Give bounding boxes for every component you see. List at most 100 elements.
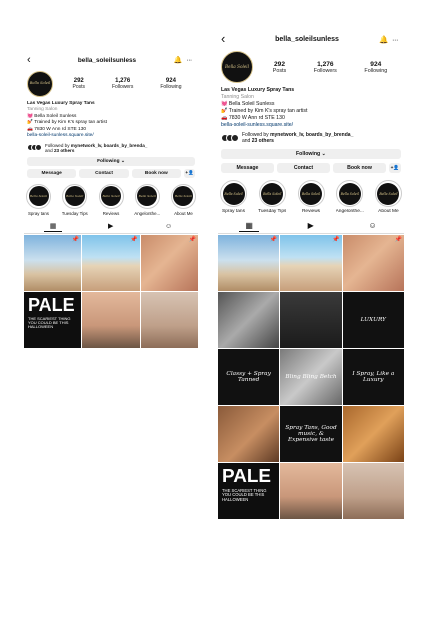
post-overlay-text: PALE THE SCARIEST THING YOU COULD BE THIS…	[218, 463, 279, 506]
stats-group: 292 Posts 1,276 Followers 924 Following	[253, 61, 401, 74]
post-thumbnail[interactable]	[280, 463, 342, 520]
followed-by[interactable]: Followed by mynetwork_lv, boards_by_bren…	[24, 140, 198, 153]
book-now-button[interactable]: Book now	[333, 163, 386, 174]
stat-followers[interactable]: 1,276 Followers	[313, 60, 337, 74]
bio-line: 💓 Bella Soleil Sunless	[27, 113, 77, 119]
bio-line: 💅 Trained by Kim K's spray tan artist	[221, 108, 308, 115]
post-thumbnail[interactable]: 📌	[140, 234, 198, 291]
profile-stats-row: Bella Soleil 292 Posts 1,276 Followers 9…	[24, 68, 198, 98]
highlight-cover: Bella Soleil	[62, 183, 88, 209]
highlight-tuesday-tips[interactable]: Bella Soleil Tuesday Tips	[258, 180, 286, 214]
highlight-about-me[interactable]: Bella Soleil About Me	[374, 180, 402, 214]
post-overlay-text: I Spray, Like a Luxury	[352, 371, 395, 384]
post-overlay-text: LUXURY	[360, 317, 386, 324]
stats-group: 292 Posts 1,276 Followers 924 Following	[53, 78, 195, 90]
story-highlights: Bella Soleil Spray tans Bella Soleil Tue…	[218, 173, 404, 214]
highlight-cover: Bella Soleil	[258, 180, 286, 208]
highlight-cover: Bella Soleil	[134, 183, 160, 209]
stat-following[interactable]: 924 Following	[364, 60, 388, 74]
message-button[interactable]: Message	[221, 163, 274, 174]
highlight-spray-tans[interactable]: Bella Soleil Spray tans	[26, 183, 51, 216]
post-thumbnail[interactable]: 📌	[280, 235, 342, 292]
post-thumbnail[interactable]: I Spray, Like a Luxury	[342, 349, 404, 406]
profile-category: Tanning Salon	[27, 107, 58, 113]
post-thumbnail[interactable]: Spray Tans, Good music, & Expensive tast…	[280, 406, 342, 463]
bell-icon[interactable]: 🔔	[379, 34, 389, 44]
post-grid: 📌 📌 📌 LUXURY Classy + Spray Tanned Bling Blin…	[218, 235, 404, 520]
pin-icon: 📌	[394, 237, 402, 244]
following-row: Following ⌄	[218, 144, 404, 160]
reels-icon[interactable]: ▶	[108, 223, 114, 231]
profile-screen-small: ‹ bella_soleilsunless 🔔 ··· Bella Soleil…	[24, 52, 198, 424]
contact-button[interactable]: Contact	[277, 163, 330, 174]
post-thumbnail[interactable]	[82, 291, 140, 348]
post-thumbnail[interactable]: PALE THE SCARIEST THING YOU COULD BE THIS…	[24, 291, 82, 348]
tagged-icon[interactable]: ☺	[368, 221, 377, 231]
post-thumbnail[interactable]: 📌	[24, 234, 82, 291]
avatar[interactable]: Bella Soleil	[221, 51, 253, 83]
grid-icon[interactable]: ▦	[239, 221, 259, 233]
following-button[interactable]: Following ⌄	[27, 156, 195, 166]
followed-by-text: Followed by mynetwork_lv, boards_by_bren…	[45, 142, 148, 153]
post-thumbnail[interactable]: LUXURY	[342, 292, 404, 349]
stat-posts[interactable]: 292 Posts	[272, 60, 287, 74]
avatar[interactable]: Bella Soleil	[27, 71, 53, 97]
post-thumbnail[interactable]: 📌	[342, 235, 404, 292]
add-person-button[interactable]: +👤	[389, 163, 401, 174]
post-thumbnail[interactable]	[280, 292, 342, 349]
grid-icon[interactable]: ▦	[44, 223, 62, 233]
post-overlay-text: Bling Bling Betch	[285, 374, 337, 381]
stat-following[interactable]: 924 Following	[160, 78, 182, 90]
highlight-angelonthe[interactable]: Bella Soleil Angelonthe...	[134, 183, 160, 216]
post-overlay-text: Classy + Spray Tanned	[226, 371, 271, 384]
pin-icon: 📌	[71, 236, 80, 243]
back-chevron-icon[interactable]: ‹	[221, 31, 226, 46]
highlight-angelonthe[interactable]: Bella Soleil Angelonthe...	[336, 180, 364, 214]
post-thumbnail[interactable]	[218, 292, 280, 349]
post-thumbnail[interactable]: PALE THE SCARIEST THING YOU COULD BE THIS…	[218, 463, 280, 520]
highlight-cover: Bella Soleil	[26, 183, 51, 209]
post-thumbnail[interactable]: Bling Bling Betch	[280, 349, 342, 406]
profile-header: ‹ bella_soleilsunless 🔔 ···	[24, 52, 198, 68]
profile-display-name: Las Vegas Luxury Spray Tans	[27, 101, 95, 106]
post-thumbnail[interactable]	[140, 291, 198, 348]
post-thumbnail[interactable]	[342, 406, 404, 463]
post-thumbnail[interactable]: 📌	[218, 235, 280, 292]
highlight-reviews[interactable]: Bella Soleil Reviews	[297, 180, 325, 214]
followed-by[interactable]: Followed by mynetwork_lv, boards_by_bren…	[218, 129, 404, 144]
stat-followers[interactable]: 1,276 Followers	[111, 78, 134, 90]
bio-line: 🚗 7830 W Ann rd STE 130	[221, 115, 285, 122]
following-button[interactable]: Following ⌄	[221, 149, 401, 160]
bell-icon[interactable]: 🔔	[173, 57, 183, 64]
highlight-tuesday-tips[interactable]: Bella Soleil Tuesday Tips	[62, 183, 88, 216]
book-now-button[interactable]: Book now	[131, 168, 181, 178]
post-thumbnail[interactable]	[342, 463, 404, 520]
mutual-avatars	[221, 134, 239, 143]
profile-bio: Las Vegas Luxury Spray Tans Tanning Salo…	[24, 98, 198, 140]
highlight-about-me[interactable]: Bella Soleil About Me	[170, 183, 196, 216]
add-person-button[interactable]: +👤	[183, 168, 195, 178]
message-button[interactable]: Message	[27, 168, 77, 178]
highlight-reviews[interactable]: Bella Soleil Reviews	[98, 183, 124, 216]
action-buttons: Message Contact Book now +👤	[218, 159, 404, 174]
reels-icon[interactable]: ▶	[307, 221, 314, 231]
profile-link[interactable]: bella-soleil-sunless.square.site/	[221, 122, 294, 129]
post-overlay-text: Spray Tans, Good music, & Expensive tast…	[285, 425, 337, 444]
back-chevron-icon[interactable]: ‹	[27, 54, 31, 66]
pin-icon: 📌	[130, 236, 138, 243]
contact-button[interactable]: Contact	[79, 168, 129, 178]
profile-tabs: ▦ ▶ ☺	[24, 220, 198, 234]
highlight-cover: Bella Soleil	[297, 180, 325, 208]
highlight-spray-tans[interactable]: Bella Soleil Spray tans	[220, 180, 247, 214]
more-options-icon[interactable]: ···	[186, 56, 192, 64]
post-thumbnail[interactable]: 📌	[82, 234, 140, 291]
post-thumbnail[interactable]	[218, 406, 280, 463]
bio-line: 🚗 7830 W Ann rd STE 130	[27, 126, 87, 132]
profile-link[interactable]: bella-soleil-sunless.square.site/	[27, 133, 94, 139]
more-options-icon[interactable]: ···	[392, 34, 399, 44]
post-thumbnail[interactable]: Classy + Spray Tanned	[218, 349, 280, 406]
bio-line: 💅 Trained by Kim K's spray tan artist	[27, 120, 107, 126]
stat-posts[interactable]: 292 Posts	[72, 78, 85, 90]
post-headline: PALE	[28, 294, 75, 315]
tagged-icon[interactable]: ☺	[165, 222, 173, 230]
